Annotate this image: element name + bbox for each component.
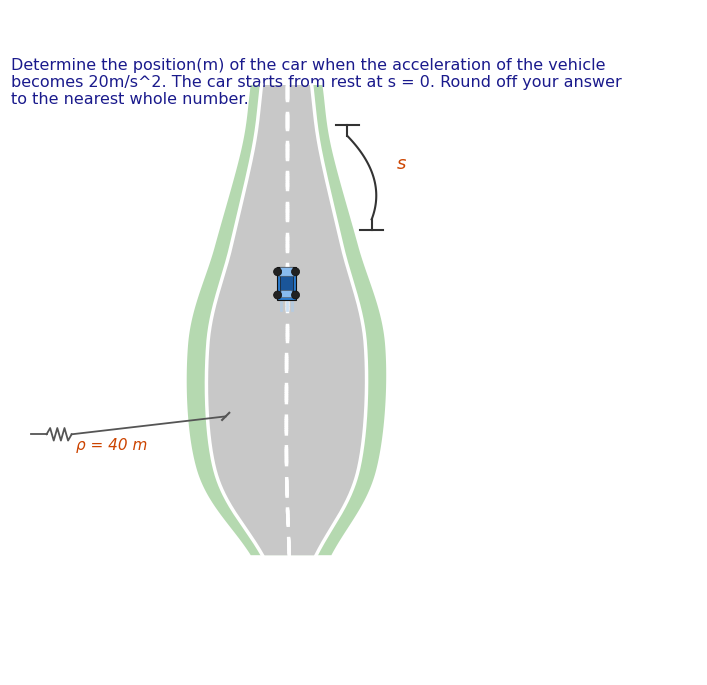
Polygon shape xyxy=(187,85,386,556)
Text: ρ = 40 m: ρ = 40 m xyxy=(76,438,148,453)
Polygon shape xyxy=(206,85,367,556)
Circle shape xyxy=(274,268,281,276)
Circle shape xyxy=(274,291,281,299)
Polygon shape xyxy=(280,272,293,291)
Text: becomes 20m/s^2. The car starts from rest at s = 0. Round off your answer: becomes 20m/s^2. The car starts from res… xyxy=(11,75,621,90)
Polygon shape xyxy=(279,290,293,298)
Circle shape xyxy=(291,268,300,276)
Circle shape xyxy=(291,291,300,299)
Polygon shape xyxy=(276,267,296,299)
Text: to the nearest whole number.: to the nearest whole number. xyxy=(11,92,248,107)
Text: Determine the position(m) of the car when the acceleration of the vehicle: Determine the position(m) of the car whe… xyxy=(11,58,605,73)
Text: s: s xyxy=(397,155,406,173)
Polygon shape xyxy=(279,267,295,276)
